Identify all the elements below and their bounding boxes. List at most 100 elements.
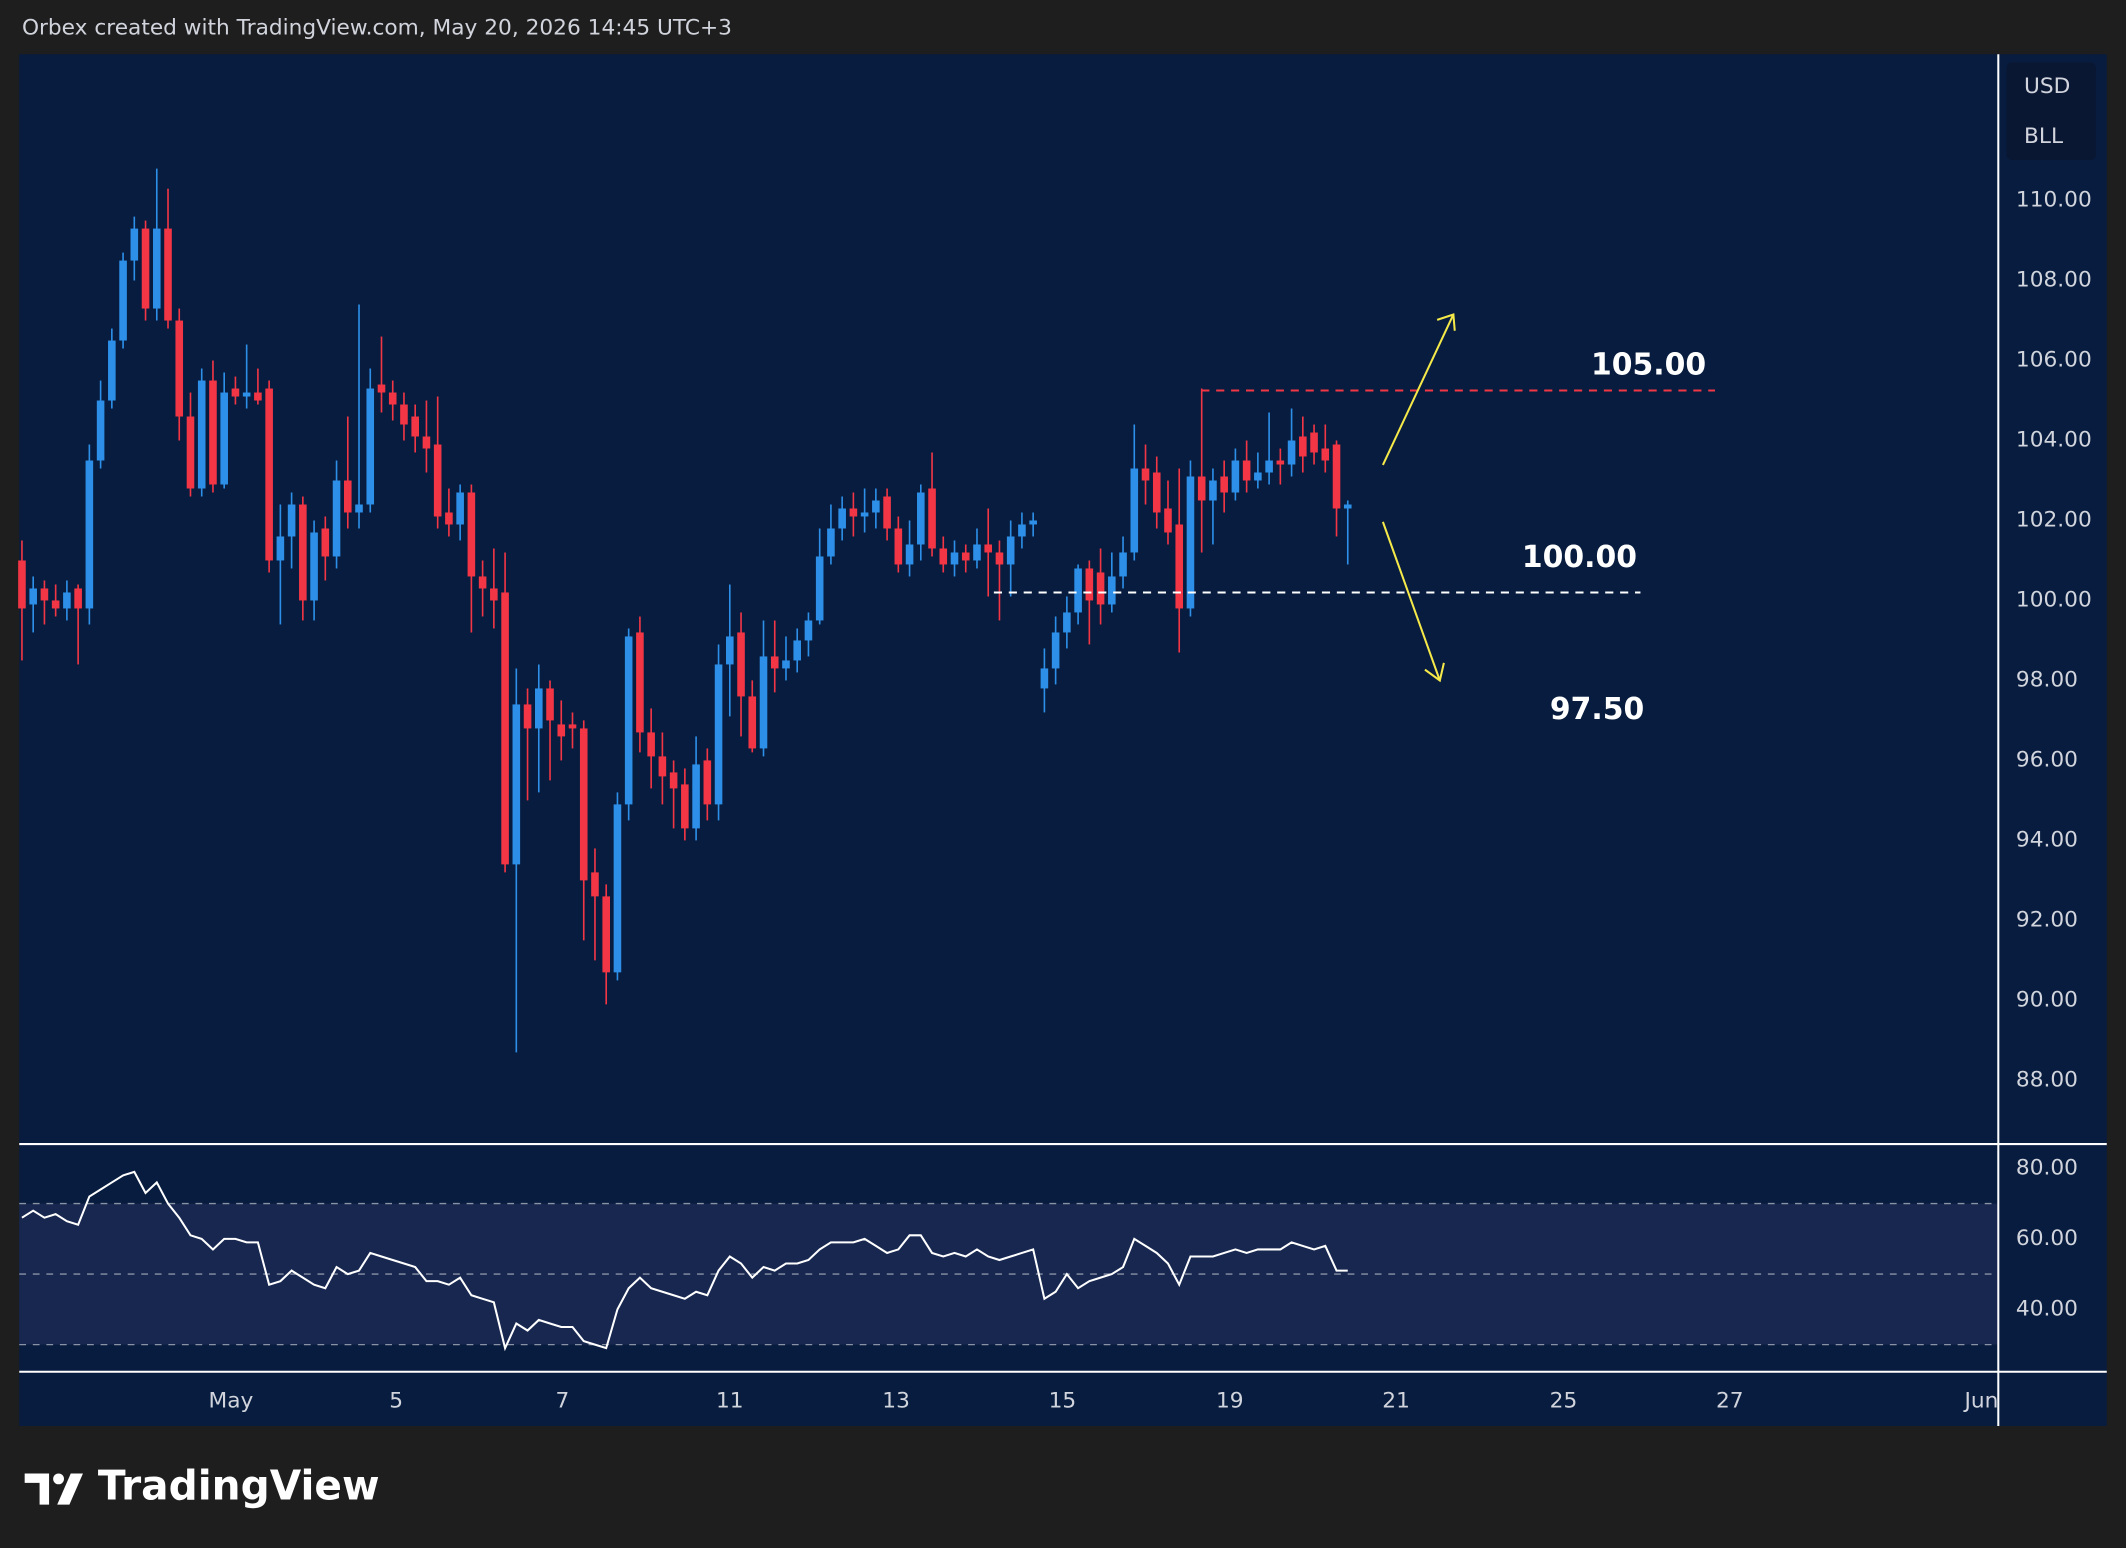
candle-body bbox=[1040, 668, 1049, 689]
candle-body bbox=[108, 340, 116, 401]
candle-body bbox=[1242, 460, 1251, 481]
candle-body bbox=[883, 496, 891, 529]
x-tick-label: 21 bbox=[1382, 1389, 1410, 1414]
rsi-line bbox=[21, 1170, 1348, 1352]
candle-body bbox=[254, 392, 262, 401]
candle-body bbox=[1152, 472, 1161, 513]
candle-body bbox=[984, 544, 993, 553]
candle-body bbox=[995, 552, 1004, 565]
candle-body bbox=[1108, 576, 1116, 605]
marks-layer: 88.00 90.00 92.00 94.00 96.00 98.00 100.00 102.… bbox=[18, 168, 2092, 1414]
candle-body bbox=[501, 592, 509, 865]
x-tick-label: 19 bbox=[1216, 1389, 1244, 1414]
candle-body bbox=[164, 228, 172, 321]
candle-body bbox=[343, 480, 352, 513]
candle-body bbox=[1018, 524, 1026, 537]
candle-body bbox=[1051, 632, 1060, 669]
candle-body bbox=[40, 588, 49, 601]
candle-body bbox=[74, 588, 82, 609]
candle-body bbox=[636, 632, 644, 733]
candle-body bbox=[422, 436, 431, 449]
candle-body bbox=[692, 764, 700, 829]
candle-body bbox=[1063, 612, 1071, 633]
candle-body bbox=[1299, 436, 1307, 457]
candle-body bbox=[1231, 460, 1240, 493]
y-tick-label: 110.00 bbox=[2016, 188, 2092, 213]
y-tick-label: 92.00 bbox=[2016, 907, 2078, 932]
candle-body bbox=[332, 480, 341, 557]
candle-body bbox=[1310, 432, 1318, 453]
candle-body bbox=[793, 640, 802, 661]
candle-body bbox=[456, 492, 464, 525]
candle-body bbox=[523, 704, 532, 729]
candle-body bbox=[18, 560, 26, 609]
candle-body bbox=[860, 512, 869, 517]
candle-body bbox=[85, 460, 94, 609]
candle-body bbox=[737, 632, 745, 697]
y-tick-label: 104.00 bbox=[2016, 428, 2092, 453]
candle-body bbox=[96, 400, 105, 461]
candle-body bbox=[624, 636, 633, 805]
candle-body bbox=[1186, 476, 1195, 609]
candle-body bbox=[1254, 472, 1262, 481]
x-tick-label: 25 bbox=[1550, 1389, 1578, 1414]
candle-body bbox=[568, 724, 577, 729]
candle-body bbox=[669, 772, 678, 789]
candle-body bbox=[512, 704, 521, 865]
candle-body bbox=[1074, 568, 1082, 613]
candle-body bbox=[400, 404, 408, 425]
x-tick-label: May bbox=[209, 1389, 254, 1414]
arrows bbox=[1381, 313, 1456, 683]
candle-body bbox=[1175, 524, 1184, 609]
candle-body bbox=[276, 536, 285, 561]
y-tick-label: 100.00 bbox=[2016, 587, 2092, 612]
candle-body bbox=[1321, 448, 1330, 461]
candle-body bbox=[377, 384, 386, 393]
candle-body bbox=[973, 544, 981, 561]
candle-body bbox=[748, 696, 757, 749]
y-tick-label: 96.00 bbox=[2016, 747, 2078, 772]
candle-body bbox=[478, 576, 487, 589]
candle-body bbox=[1006, 536, 1015, 565]
y-tick-label: 106.00 bbox=[2016, 348, 2092, 373]
candle-body bbox=[29, 588, 37, 605]
candle-body bbox=[804, 620, 813, 641]
candle-body bbox=[815, 556, 824, 621]
candle-body bbox=[175, 320, 184, 417]
candle-body bbox=[299, 504, 307, 601]
candle-body bbox=[411, 416, 419, 437]
candle-body bbox=[445, 512, 453, 525]
chart-area bbox=[19, 54, 2107, 1427]
candle-body bbox=[265, 388, 273, 561]
y-tick-label: 102.00 bbox=[2016, 507, 2092, 532]
candle-body bbox=[1029, 520, 1037, 525]
candle-body bbox=[1220, 476, 1228, 493]
y-tick-label: 108.00 bbox=[2016, 268, 2092, 293]
candle-body bbox=[579, 728, 588, 881]
candle-body bbox=[433, 444, 442, 517]
candle-body bbox=[141, 228, 150, 309]
candle-body bbox=[490, 588, 498, 601]
y-tick-label: 88.00 bbox=[2016, 1067, 2078, 1092]
candle-body bbox=[197, 380, 206, 489]
candle-body bbox=[681, 784, 689, 829]
annotation: 97.50 bbox=[1550, 692, 1644, 727]
candle-body bbox=[917, 492, 925, 545]
annotation: 100.00 bbox=[1522, 540, 1637, 575]
candle-body bbox=[894, 528, 903, 565]
y-tick-label: 60.00 bbox=[2016, 1226, 2078, 1251]
candle-body bbox=[51, 600, 60, 609]
logo-text: TradingView bbox=[98, 1461, 380, 1509]
logo-mark bbox=[24, 1473, 83, 1505]
candle-body bbox=[759, 656, 768, 749]
candle-body bbox=[366, 388, 375, 505]
candle-body bbox=[287, 504, 296, 537]
x-tick-label: 13 bbox=[882, 1389, 910, 1414]
candle-body bbox=[467, 492, 476, 577]
candle-body bbox=[1332, 444, 1341, 509]
candle-body bbox=[1164, 508, 1172, 533]
candle-body bbox=[1197, 476, 1206, 501]
candle-body bbox=[242, 392, 251, 397]
candle-body bbox=[1209, 480, 1217, 501]
